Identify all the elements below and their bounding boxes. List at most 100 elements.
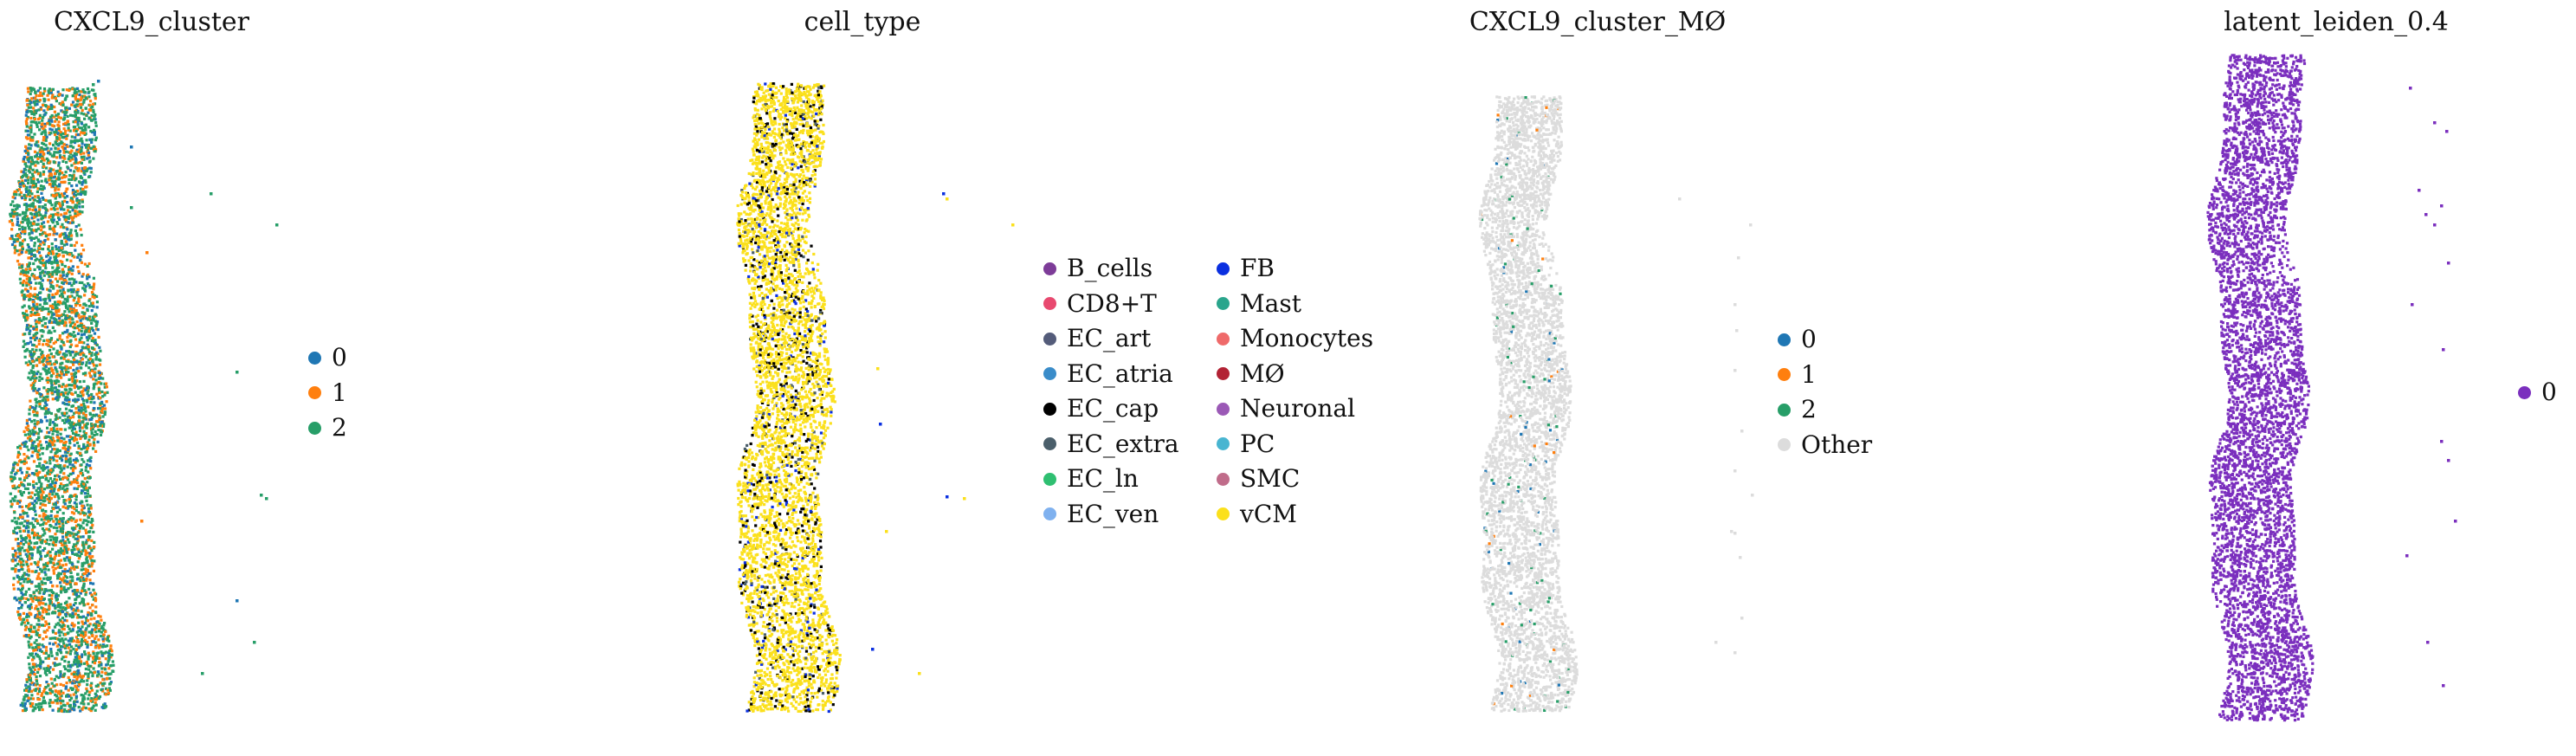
cell-point bbox=[89, 100, 93, 103]
cell-point bbox=[61, 656, 65, 659]
cell-point bbox=[81, 508, 84, 512]
cell-point bbox=[108, 688, 112, 692]
cell-point bbox=[71, 114, 74, 118]
cell-point bbox=[20, 471, 23, 475]
cell-point bbox=[82, 399, 86, 403]
cell-point bbox=[54, 212, 58, 216]
cell-point bbox=[74, 120, 77, 124]
cell-point bbox=[55, 193, 59, 197]
cell-point bbox=[88, 103, 92, 107]
cell-point bbox=[55, 448, 59, 451]
cell-point bbox=[71, 589, 74, 593]
cell-point bbox=[20, 461, 23, 464]
cell-point bbox=[48, 604, 51, 608]
cell-point bbox=[55, 309, 58, 313]
cell-point bbox=[41, 475, 45, 479]
cell-point bbox=[24, 361, 28, 365]
cell-point bbox=[23, 238, 27, 242]
cell-point bbox=[21, 515, 24, 519]
cell-point bbox=[87, 151, 90, 154]
cell-point bbox=[42, 316, 46, 320]
cell-point bbox=[34, 111, 38, 114]
cell-point bbox=[75, 678, 79, 682]
cell-point bbox=[47, 684, 50, 688]
cell-point bbox=[16, 500, 20, 503]
cell-point bbox=[87, 515, 90, 519]
cell-point bbox=[42, 597, 46, 601]
cell-point bbox=[49, 352, 53, 356]
cell-point bbox=[75, 423, 80, 426]
cell-point bbox=[20, 181, 23, 184]
cell-point bbox=[87, 486, 91, 489]
cell-point bbox=[16, 453, 20, 456]
cell-point bbox=[59, 517, 62, 520]
cell-point bbox=[61, 295, 65, 299]
cell-point bbox=[79, 627, 82, 631]
cell-point bbox=[14, 249, 17, 252]
cell-point bbox=[101, 627, 105, 630]
cell-point bbox=[28, 545, 31, 548]
cell-point bbox=[60, 102, 63, 106]
cell-point bbox=[46, 362, 49, 365]
cell-point bbox=[81, 708, 84, 711]
cell-point bbox=[69, 243, 74, 247]
cell-point bbox=[34, 448, 37, 451]
cell-point bbox=[49, 174, 54, 178]
cell-point bbox=[55, 417, 58, 420]
cell-point bbox=[78, 664, 81, 668]
cell-point bbox=[51, 246, 55, 249]
cell-point bbox=[91, 360, 94, 364]
cell-point bbox=[62, 300, 66, 304]
cell-point bbox=[22, 543, 25, 546]
cell-point bbox=[78, 430, 82, 433]
cell-point bbox=[29, 682, 32, 686]
cell-point bbox=[64, 250, 68, 255]
cell-point bbox=[32, 178, 36, 182]
cell-point bbox=[74, 391, 77, 394]
cell-point bbox=[38, 399, 42, 404]
cell-point bbox=[32, 460, 36, 463]
cell-point bbox=[76, 325, 80, 328]
cell-point bbox=[54, 238, 57, 242]
cell-point bbox=[72, 647, 75, 651]
cell-point bbox=[95, 674, 100, 677]
cell-point bbox=[58, 639, 62, 643]
cell-point bbox=[42, 565, 46, 569]
cell-point bbox=[56, 289, 60, 293]
cell-point bbox=[77, 640, 81, 644]
cell-point bbox=[10, 237, 14, 241]
cell-point bbox=[25, 476, 29, 480]
cell-point bbox=[29, 257, 33, 261]
cell-point bbox=[90, 140, 94, 144]
cell-point bbox=[81, 142, 84, 145]
cell-point bbox=[75, 478, 79, 481]
cell-point bbox=[100, 430, 103, 434]
cell-point bbox=[61, 455, 65, 458]
cell-point bbox=[40, 420, 43, 423]
cell-point bbox=[74, 352, 78, 356]
cell-point bbox=[29, 160, 33, 164]
cell-point bbox=[57, 178, 61, 181]
cell-point bbox=[22, 312, 25, 315]
cell-point bbox=[48, 256, 52, 260]
cell-point bbox=[65, 365, 68, 369]
cell-point bbox=[92, 288, 95, 291]
cell-point bbox=[88, 591, 92, 595]
cell-point bbox=[35, 281, 38, 285]
cell-point bbox=[87, 507, 91, 510]
cell-point bbox=[38, 616, 42, 619]
cell-point bbox=[86, 392, 89, 396]
cell-point bbox=[35, 638, 38, 643]
cell-point bbox=[75, 541, 79, 545]
cell-point bbox=[44, 522, 48, 526]
cell-point bbox=[48, 123, 52, 126]
cell-point bbox=[21, 197, 24, 200]
cell-point bbox=[40, 132, 43, 136]
cell-point bbox=[74, 593, 79, 597]
cell-point bbox=[77, 451, 81, 455]
cell-point bbox=[25, 680, 29, 683]
cell-point bbox=[36, 457, 41, 461]
cell-point bbox=[54, 689, 57, 693]
cell-point bbox=[56, 594, 61, 598]
cell-point bbox=[38, 187, 42, 191]
